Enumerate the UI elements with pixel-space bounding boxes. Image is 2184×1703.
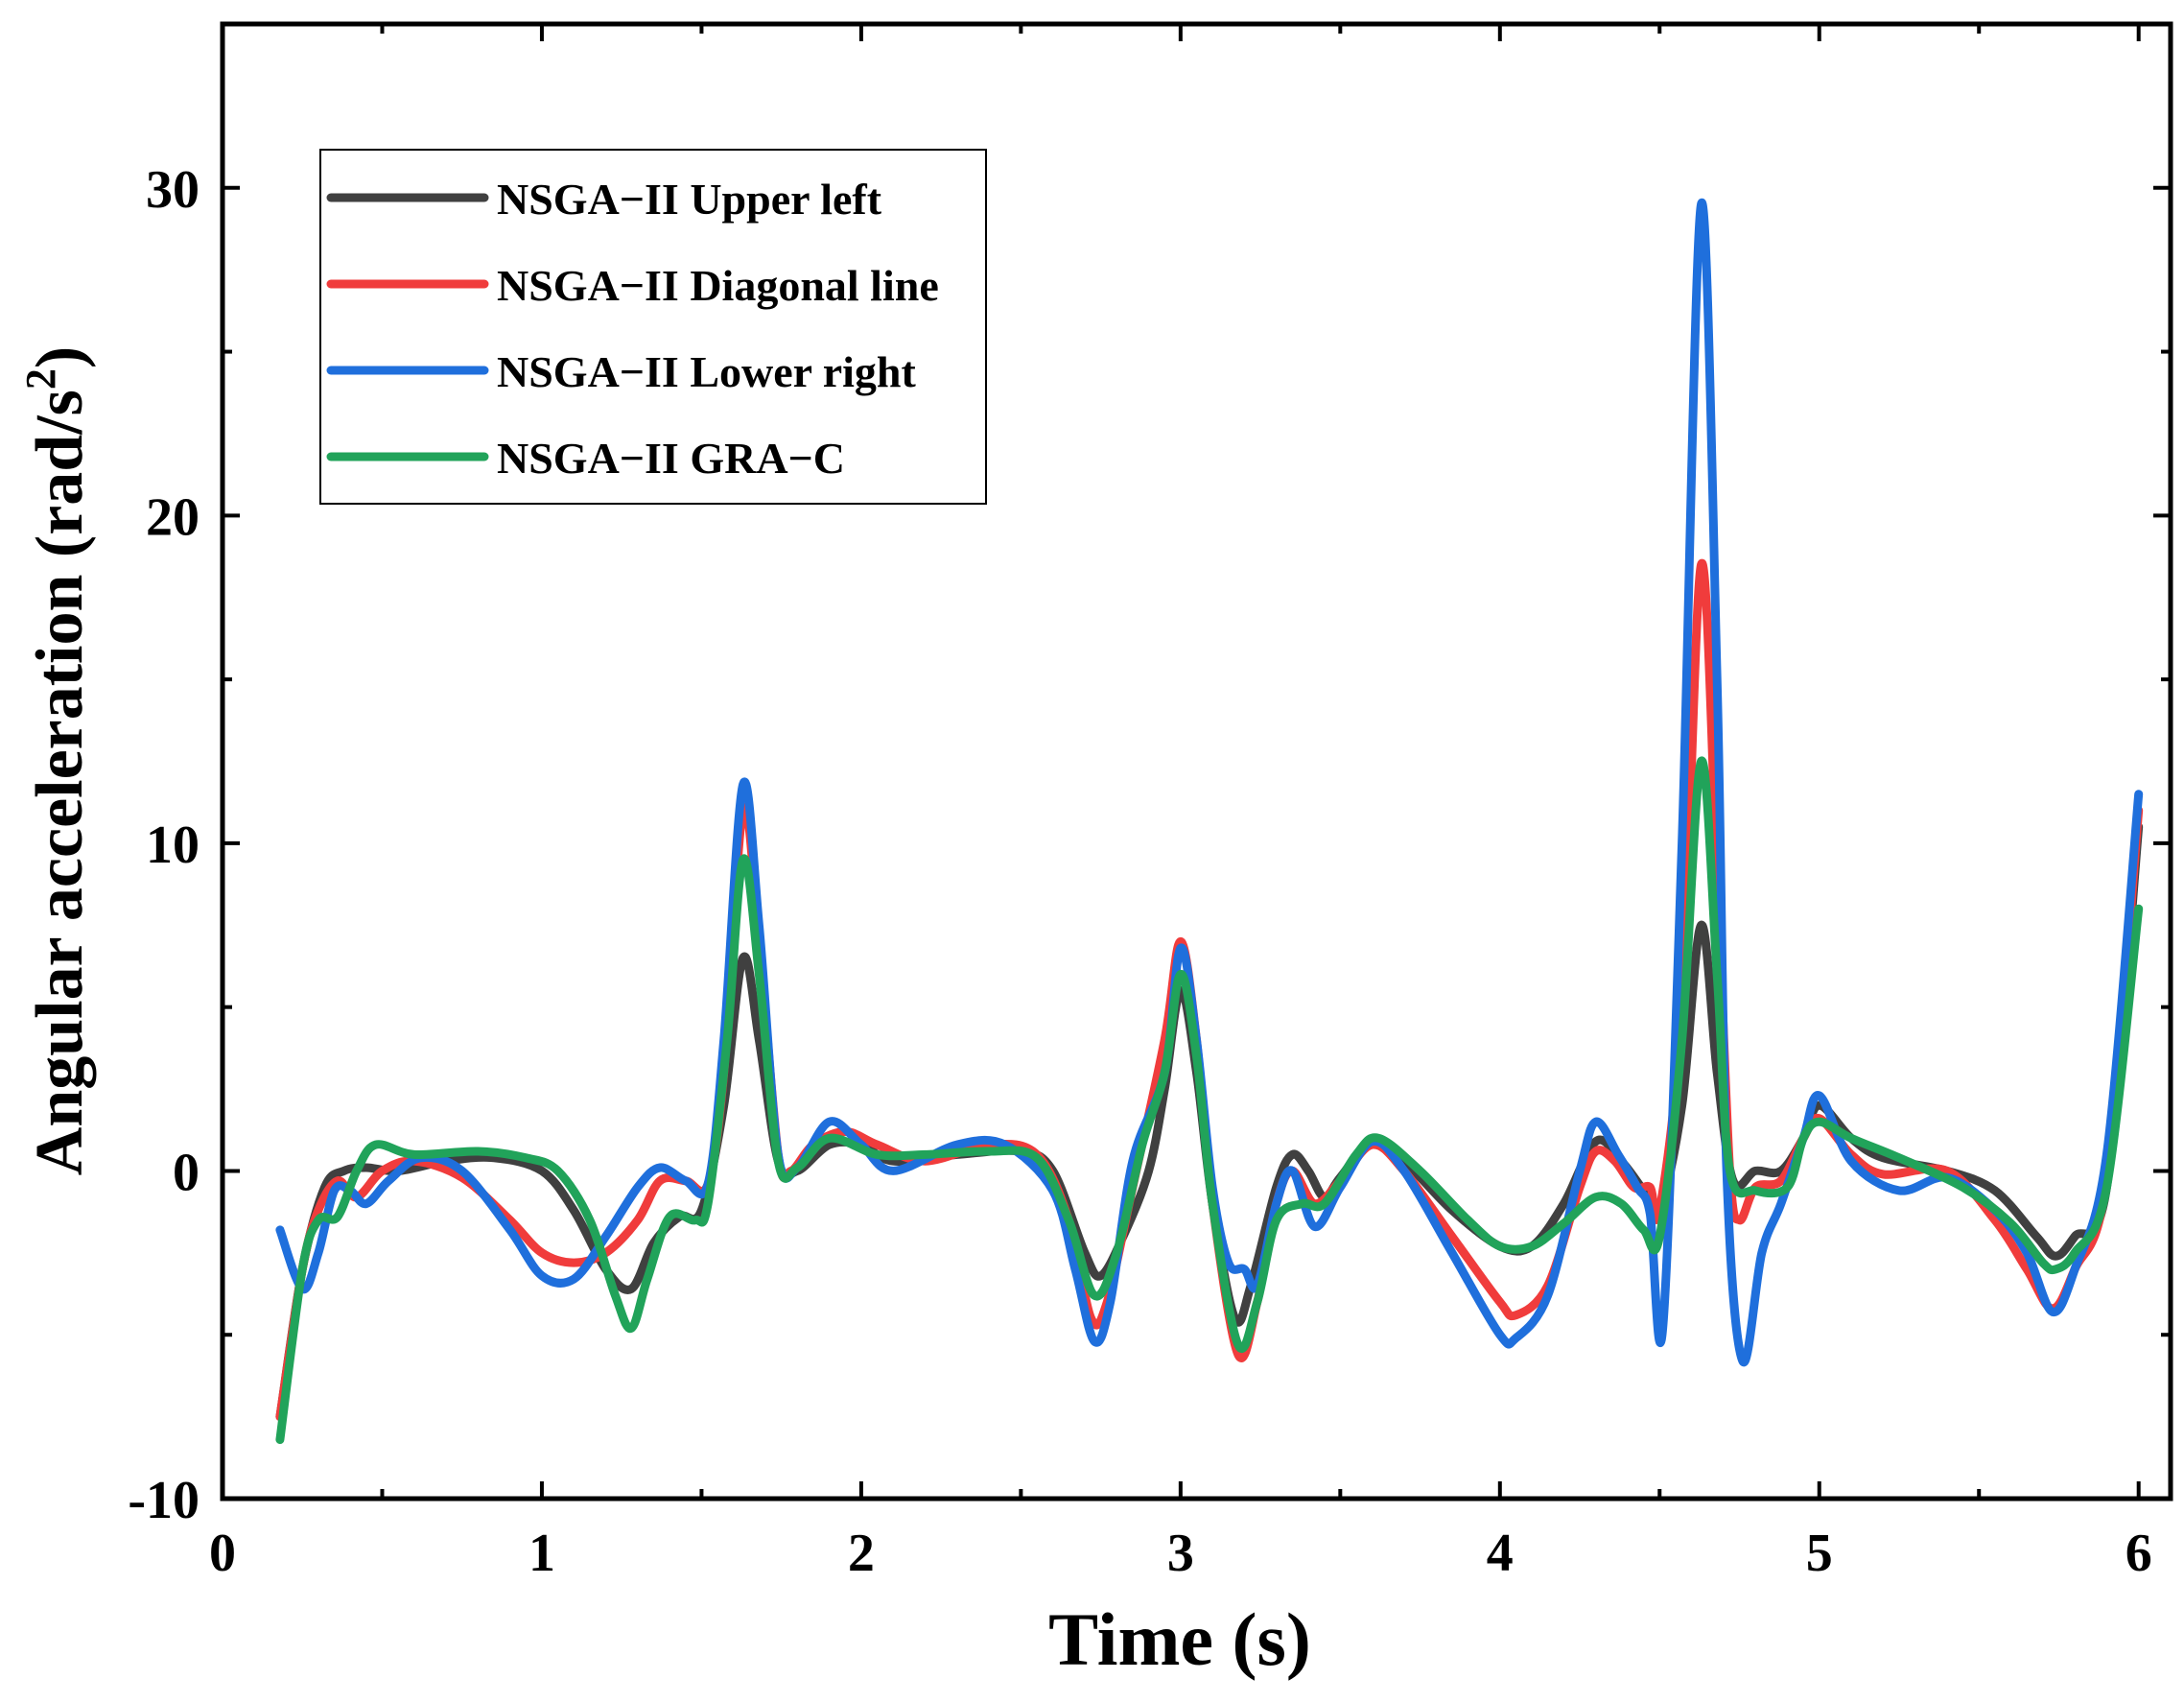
legend-items: NSGA−II Upper left NSGA−II Diagonal line N…: [326, 175, 939, 483]
x-axis-label: Time (s): [1048, 1597, 1311, 1681]
x-tick-label: 2: [848, 1524, 875, 1583]
series-line-4: [275, 756, 2144, 1444]
x-tick-label: 5: [1806, 1524, 1833, 1583]
x-tick-label: 6: [2125, 1524, 2152, 1583]
legend-label-1: NSGA−II Upper left: [497, 175, 882, 224]
legend-label-3: NSGA−II Lower right: [497, 347, 917, 396]
y-axis-label-main: Angular acceleration (rad/s: [23, 390, 97, 1175]
y-axis-label-close: ): [23, 346, 97, 368]
x-tick-label: 0: [209, 1524, 236, 1583]
series-layer: [275, 198, 2144, 1444]
legend-label-4: NSGA−II GRA−C: [497, 434, 845, 483]
legend-label-2: NSGA−II Diagonal line: [497, 261, 939, 310]
y-tick-label: 20: [146, 487, 200, 547]
y-axis-label-superscript: 2: [17, 368, 64, 390]
y-axis-label-group: Angular acceleration (rad/s2): [17, 346, 97, 1175]
y-tick-label: 10: [146, 816, 200, 875]
tick-layer: [221, 22, 2171, 1501]
legend: NSGA−II Upper left NSGA−II Diagonal line N…: [319, 149, 987, 505]
plot-frame: [220, 21, 2173, 1502]
y-axis-label: Angular acceleration (rad/s2): [17, 346, 97, 1175]
legend-box: [319, 149, 987, 505]
x-tick-label: 1: [528, 1524, 555, 1583]
y-tick-label: 30: [146, 160, 200, 220]
y-tick-label: 0: [173, 1143, 200, 1202]
x-tick-label: 3: [1167, 1524, 1194, 1583]
y-tick-label: -10: [128, 1471, 200, 1530]
x-tick-label: 4: [1487, 1524, 1514, 1583]
